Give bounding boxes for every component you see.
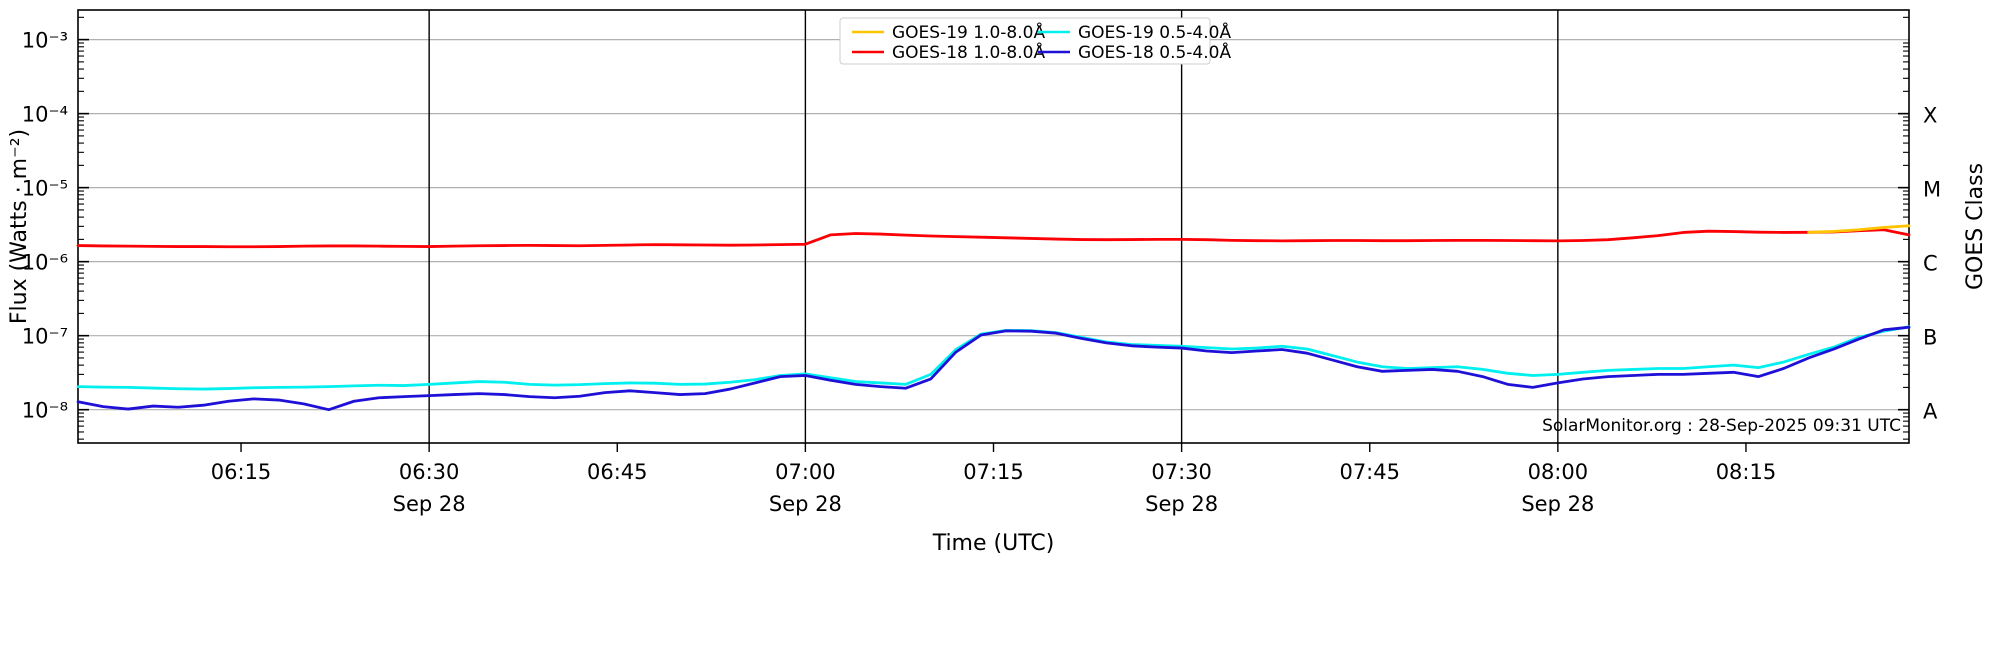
- legend-label-1: GOES-18 1.0-8.0Å: [892, 41, 1045, 63]
- ytick-label-3: 10⁻⁶: [22, 251, 68, 275]
- legend-label-0: GOES-19 1.0-8.0Å: [892, 21, 1045, 43]
- legend-label-2: GOES-19 0.5-4.0Å: [1078, 21, 1231, 43]
- xtick-label-1: 06:30: [399, 460, 460, 484]
- goes-class-label-4: A: [1923, 400, 1938, 424]
- x-axis-title: Time (UTC): [932, 531, 1055, 556]
- series-line-goes-18-0-5-4-0-: [76, 325, 1911, 412]
- xtick-label-3: 07:00: [775, 460, 836, 484]
- xtick-label-2: 06:45: [587, 460, 648, 484]
- xtick-label-4: 07:15: [963, 460, 1024, 484]
- series-line-goes-18-1-0-8-0-: [76, 228, 1911, 249]
- goes-class-label-2: C: [1923, 252, 1938, 276]
- ytick-label-5: 10⁻⁸: [22, 399, 68, 423]
- xaxis-date-label-1: Sep 28: [769, 492, 842, 516]
- watermark-text: SolarMonitor.org : 28-Sep-2025 09:31 UTC: [1542, 416, 1901, 436]
- ytick-label-4: 10⁻⁷: [22, 325, 68, 349]
- xaxis-date-label-2: Sep 28: [1145, 492, 1218, 516]
- ytick-label-0: 10⁻³: [22, 29, 68, 53]
- xtick-label-6: 07:45: [1339, 460, 1400, 484]
- goes-class-label-3: B: [1923, 326, 1937, 350]
- xtick-label-8: 08:15: [1716, 460, 1777, 484]
- xtick-label-7: 08:00: [1528, 460, 1589, 484]
- legend-label-3: GOES-18 0.5-4.0Å: [1078, 41, 1231, 63]
- goes-class-label-1: M: [1923, 178, 1941, 202]
- ytick-label-2: 10⁻⁵: [22, 177, 68, 201]
- xtick-label-0: 06:15: [211, 460, 272, 484]
- goes-class-label-0: X: [1923, 104, 1937, 128]
- xtick-label-5: 07:30: [1151, 460, 1212, 484]
- y-axis-title: Flux (Watts · m⁻²): [7, 129, 32, 324]
- xaxis-date-label-3: Sep 28: [1521, 492, 1594, 516]
- series-line-goes-19-1-0-8-0-: [1807, 224, 1911, 234]
- xaxis-date-label-0: Sep 28: [393, 492, 466, 516]
- legend-box: [839, 17, 1211, 65]
- y-axis-right-title: GOES Class: [1963, 163, 1988, 290]
- ytick-label-1: 10⁻⁴: [22, 103, 68, 127]
